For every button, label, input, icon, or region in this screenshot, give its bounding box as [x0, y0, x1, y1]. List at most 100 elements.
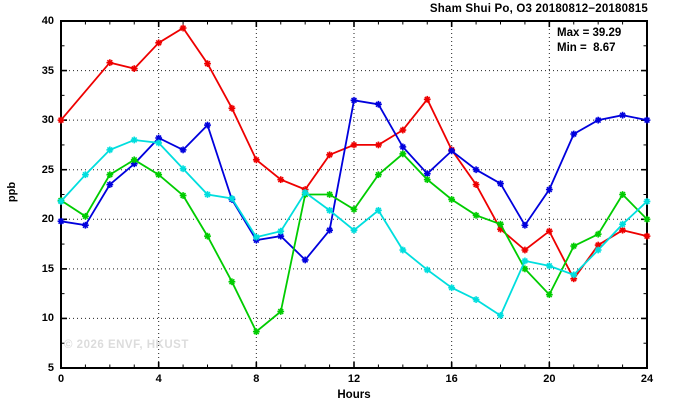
- x-axis-label: Hours: [337, 389, 371, 401]
- series-red-marker: [204, 60, 211, 68]
- y-tick-label: 15: [41, 262, 54, 275]
- series-blue-marker: [497, 180, 504, 187]
- series-cyan-marker: [204, 191, 211, 198]
- series-green-marker: [399, 150, 407, 158]
- series-red-marker: [57, 116, 65, 124]
- plot-border: [60, 20, 648, 369]
- series-cyan-marker: [399, 246, 407, 254]
- series-green-marker: [594, 230, 602, 238]
- series-red-marker: [619, 226, 626, 234]
- chart-title: Sham Shui Po, O3 20180812−20180815: [429, 3, 648, 15]
- series-blue-marker: [179, 146, 187, 154]
- series-green-marker: [130, 156, 138, 164]
- series-red-marker: [423, 95, 431, 103]
- series-green-marker: [423, 176, 431, 184]
- series-green-marker: [643, 215, 651, 223]
- series-red-marker: [252, 156, 260, 164]
- series-cyan-marker: [643, 198, 651, 205]
- x-tick-label: 8: [253, 373, 260, 385]
- series-green-marker: [570, 242, 578, 250]
- series-blue-marker: [301, 256, 309, 264]
- series-blue-marker: [375, 100, 382, 108]
- series-cyan-marker: [423, 266, 431, 274]
- series-blue-marker: [594, 116, 602, 124]
- series-green-marker: [252, 328, 260, 336]
- x-tick-label: 24: [640, 373, 654, 385]
- series-cyan-marker: [448, 284, 456, 292]
- series-blue-marker: [204, 121, 211, 129]
- series-cyan-marker: [472, 296, 480, 303]
- x-tick-label: 16: [445, 373, 458, 385]
- series-green-marker: [375, 171, 382, 179]
- series-green-marker: [82, 212, 89, 220]
- x-tick-label: 4: [155, 373, 162, 385]
- series-blue-marker: [423, 170, 431, 178]
- series-cyan-marker: [277, 227, 285, 235]
- y-tick-label: 40: [41, 15, 54, 27]
- series-cyan-marker: [545, 262, 553, 270]
- series-blue-marker: [570, 130, 578, 138]
- series-green-marker: [497, 220, 504, 228]
- series-red-marker: [643, 232, 651, 240]
- y-tick-label: 10: [41, 312, 54, 325]
- series-blue-marker: [521, 221, 529, 229]
- series-cyan-marker: [326, 206, 333, 214]
- series-red-marker: [472, 181, 480, 188]
- series-blue-line: [60, 99, 648, 262]
- series-red-marker: [545, 227, 553, 235]
- series-green-marker: [545, 291, 553, 299]
- series-blue-marker: [326, 226, 333, 234]
- series-cyan-marker: [619, 220, 626, 228]
- series-red-marker: [106, 59, 114, 67]
- max-value-label: Max = 39.29: [557, 27, 622, 39]
- series-cyan-marker: [155, 139, 163, 147]
- series-green-marker: [179, 192, 187, 199]
- y-axis-label: ppb: [6, 181, 18, 203]
- series-blue-marker: [643, 116, 651, 124]
- series-red-marker: [521, 246, 529, 254]
- series-green-marker: [326, 191, 333, 198]
- series-cyan-marker: [82, 171, 89, 179]
- x-tick-label: 12: [347, 373, 361, 385]
- series-blue-marker: [545, 186, 553, 193]
- x-tick-label: 0: [57, 373, 65, 385]
- series-green-marker: [277, 308, 285, 315]
- series-green-line: [60, 152, 648, 334]
- series-green-marker: [619, 191, 626, 198]
- series-green-marker: [155, 171, 163, 179]
- series-green-marker: [228, 278, 236, 286]
- series-cyan-marker: [375, 206, 382, 214]
- y-tick-label: 25: [41, 163, 54, 176]
- series-cyan-marker: [570, 271, 578, 279]
- series-red-marker: [179, 24, 187, 32]
- series-cyan-marker: [252, 233, 260, 241]
- series-blue-marker: [399, 143, 407, 151]
- series-red-marker: [155, 39, 163, 47]
- series-cyan-marker: [228, 195, 236, 202]
- series-blue-marker: [106, 181, 114, 188]
- series-blue-marker: [57, 217, 65, 225]
- series-cyan-marker: [130, 136, 138, 144]
- x-tick-label: 20: [543, 373, 556, 385]
- series-cyan-marker: [350, 226, 358, 234]
- series-green-marker: [350, 205, 358, 213]
- series-cyan-marker: [497, 312, 504, 319]
- series-cyan-marker: [57, 198, 65, 205]
- series-cyan-marker: [106, 146, 114, 154]
- series-green-marker: [472, 211, 480, 219]
- series-red-marker: [399, 126, 407, 134]
- series-cyan-marker: [521, 257, 529, 265]
- series-green-marker: [204, 232, 211, 240]
- series-blue-marker: [472, 166, 480, 174]
- series-red-marker: [277, 176, 285, 184]
- min-value-label: Min = 8.67: [557, 42, 616, 54]
- series-blue-marker: [350, 96, 358, 104]
- series-green-marker: [448, 196, 456, 203]
- y-tick-label: 20: [41, 213, 54, 226]
- series-cyan-marker: [594, 246, 602, 254]
- series-blue-marker: [448, 147, 456, 155]
- series-cyan-marker: [301, 189, 309, 196]
- y-tick-label: 35: [41, 64, 54, 77]
